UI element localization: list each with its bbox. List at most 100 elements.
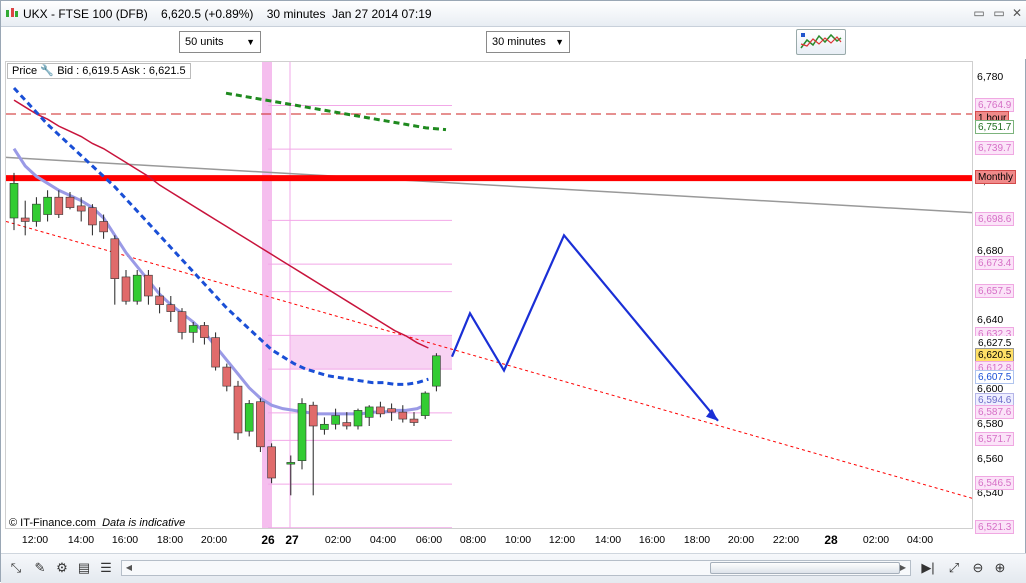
time-tick-label: 16:00	[111, 534, 139, 546]
units-dropdown-value: 50 units	[185, 36, 224, 48]
candle-body	[99, 221, 108, 233]
interval-dropdown-value: 30 minutes	[492, 36, 546, 48]
time-tick-label: 20:00	[200, 534, 228, 546]
window-title: UKX - FTSE 100 (DFB) 6,620.5 (+0.89%) 30…	[23, 7, 432, 21]
price-level-label: 6,546.5	[975, 476, 1015, 491]
candle-body	[54, 196, 64, 215]
price-label: Price	[12, 65, 38, 77]
price-level-label: 6,587.6	[975, 404, 1015, 419]
time-tick-label: 14:00	[67, 534, 95, 546]
time-tick-label: 12:00	[548, 534, 576, 546]
candle-body	[233, 385, 243, 434]
price-level-label: 6,739.7	[975, 141, 1015, 156]
candle-body	[353, 410, 363, 427]
candle-body	[76, 205, 86, 212]
trendline-red-dotted	[6, 220, 972, 499]
candle-body	[32, 203, 41, 222]
candle-body	[297, 403, 307, 461]
zoom-fit-icon[interactable]: ⤢	[948, 560, 960, 575]
candle-body	[211, 337, 220, 368]
candle-body	[110, 238, 120, 279]
candle-body	[188, 325, 198, 333]
price-level-label: 6,571.7	[975, 432, 1015, 447]
time-tick-label: 10:00	[504, 534, 532, 546]
chart-plot-area[interactable]	[5, 61, 973, 529]
time-tick-label: 02:00	[862, 534, 890, 546]
time-tick-label: 12:00	[21, 534, 49, 546]
crosshair-icon[interactable]: ⤡	[10, 560, 22, 575]
candle-body	[155, 295, 164, 305]
candle-body	[65, 196, 75, 208]
close-icon[interactable]: ✕	[1011, 6, 1023, 20]
time-tick-label: 27	[285, 533, 299, 547]
candle-body	[331, 415, 340, 425]
chevron-down-icon: ▼	[246, 37, 255, 47]
candle-body	[9, 183, 19, 219]
candle-body	[420, 392, 430, 416]
price-level-label: 6,521.3	[975, 519, 1015, 534]
time-tick-label: 26	[261, 533, 275, 547]
print-icon[interactable]: ▤	[77, 560, 91, 575]
price-tick-label: 6,780	[977, 71, 1004, 84]
drawing-tools-icon[interactable]: ✎	[34, 560, 46, 575]
title-bar[interactable]: UKX - FTSE 100 (DFB) 6,620.5 (+0.89%) 30…	[1, 1, 1026, 27]
candle-body	[200, 325, 209, 338]
price-level-label: 6,607.5	[975, 370, 1015, 385]
candle-body	[121, 276, 131, 302]
ma-green-line	[225, 91, 447, 132]
settings-icon[interactable]: ⚙	[56, 560, 68, 575]
price-level-label: 6,673.4	[975, 256, 1015, 271]
candle-body	[244, 403, 254, 432]
footer-note: © IT-Finance.com Data is indicative	[9, 517, 185, 529]
price-info-bar: Price 🔧 Bid : 6,619.5 Ask : 6,621.5	[7, 63, 191, 79]
indicators-button[interactable]	[796, 29, 846, 55]
scroll-left-icon[interactable]: ◀	[125, 563, 133, 572]
price-level-label: 6,620.5	[975, 347, 1015, 362]
time-tick-label: 08:00	[459, 534, 487, 546]
candle-body	[376, 406, 385, 415]
minimize-icon[interactable]: ▭	[973, 6, 985, 20]
price-tick-label: 6,600	[977, 383, 1004, 396]
price-tick-label: 6,540	[977, 487, 1004, 500]
scroll-thumb[interactable]	[710, 562, 900, 574]
time-tick-label: 18:00	[156, 534, 184, 546]
time-scrollbar[interactable]: ◀ ▶	[121, 560, 911, 576]
time-axis: 12:00 14:00 16:00 18:00 20:00 26 27 02:00 04:00 0…	[5, 529, 973, 551]
chevron-down-icon: ▼	[555, 37, 564, 47]
candle-body	[364, 406, 374, 418]
candle-body	[177, 311, 187, 333]
price-axis: 6,7806,7206,6806,6406,6006,5806,5606,540…	[973, 61, 1026, 534]
units-dropdown[interactable]: 50 units ▼	[179, 31, 261, 53]
candle-body	[166, 304, 176, 312]
time-tick-label: 20:00	[727, 534, 755, 546]
zoom-out-icon[interactable]: ⊖	[972, 560, 984, 575]
layers-icon[interactable]: ☰	[100, 560, 112, 575]
scroll-right-icon[interactable]: ▶	[899, 563, 907, 572]
price-tick-label: 6,680	[977, 244, 1004, 257]
candle-body	[286, 462, 296, 465]
price-level-label: 6,698.6	[975, 212, 1015, 227]
candle-body	[398, 411, 408, 420]
candle-body	[256, 401, 265, 448]
maximize-icon[interactable]: ▭	[993, 6, 1005, 20]
scroll-end-icon[interactable]: ▶|	[921, 560, 935, 575]
ma-lavender-line	[12, 147, 430, 416]
candle-body	[432, 355, 441, 387]
price-chart[interactable]	[6, 62, 973, 529]
price-tick-label: 6,640	[977, 314, 1004, 326]
price-level-label: Monthly	[975, 170, 1017, 185]
time-tick-label: 28	[824, 533, 838, 547]
fib-zone-fill	[290, 335, 452, 370]
candle-body	[43, 196, 52, 215]
candle-body	[320, 423, 329, 430]
disclaimer-text: Data is indicative	[102, 517, 186, 529]
time-tick-label: 14:00	[594, 534, 622, 546]
zoom-in-icon[interactable]: ⊕	[994, 560, 1006, 575]
time-tick-label: 18:00	[683, 534, 711, 546]
time-tick-label: 16:00	[638, 534, 666, 546]
time-tick-label: 22:00	[772, 534, 800, 546]
price-tick-label: 6,580	[977, 418, 1004, 430]
interval-dropdown[interactable]: 30 minutes ▼	[486, 31, 570, 53]
wrench-icon[interactable]: 🔧	[40, 65, 54, 77]
